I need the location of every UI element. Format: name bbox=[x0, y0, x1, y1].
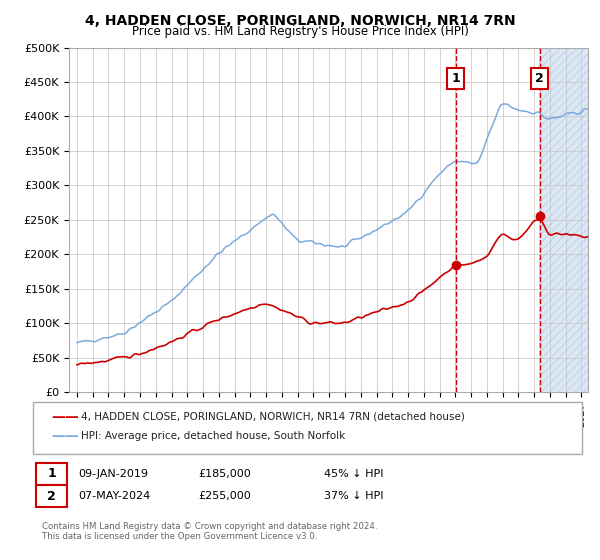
Text: ——: —— bbox=[51, 429, 79, 442]
Text: 4, HADDEN CLOSE, PORINGLAND, NORWICH, NR14 7RN: 4, HADDEN CLOSE, PORINGLAND, NORWICH, NR… bbox=[85, 14, 515, 28]
Bar bbox=[539, 48, 589, 392]
Text: 1: 1 bbox=[451, 72, 460, 85]
Bar bbox=[539, 48, 589, 392]
Text: Contains HM Land Registry data © Crown copyright and database right 2024.
This d: Contains HM Land Registry data © Crown c… bbox=[42, 522, 377, 542]
Text: 2: 2 bbox=[47, 489, 56, 503]
Text: Price paid vs. HM Land Registry's House Price Index (HPI): Price paid vs. HM Land Registry's House … bbox=[131, 25, 469, 38]
Text: 4, HADDEN CLOSE, PORINGLAND, NORWICH, NR14 7RN (detached house): 4, HADDEN CLOSE, PORINGLAND, NORWICH, NR… bbox=[81, 412, 465, 422]
Text: 09-JAN-2019: 09-JAN-2019 bbox=[78, 469, 148, 479]
Text: HPI: Average price, detached house, South Norfolk: HPI: Average price, detached house, Sout… bbox=[81, 431, 345, 441]
Text: 2: 2 bbox=[535, 72, 544, 85]
Text: 37% ↓ HPI: 37% ↓ HPI bbox=[324, 491, 383, 501]
Text: £255,000: £255,000 bbox=[198, 491, 251, 501]
Text: 1: 1 bbox=[47, 467, 56, 480]
Text: 45% ↓ HPI: 45% ↓ HPI bbox=[324, 469, 383, 479]
Text: ——: —— bbox=[51, 410, 79, 423]
Text: 07-MAY-2024: 07-MAY-2024 bbox=[78, 491, 150, 501]
Text: £185,000: £185,000 bbox=[198, 469, 251, 479]
